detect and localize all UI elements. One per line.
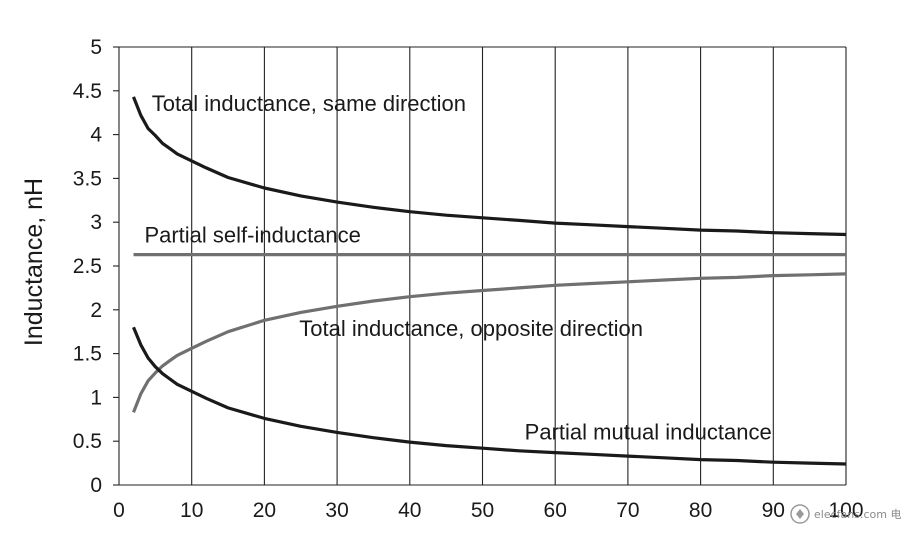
y-axis-label: Inductance, nH: [20, 178, 48, 346]
x-tick-label-100: 100: [828, 499, 863, 522]
y-tick-label-2: 2: [90, 299, 102, 322]
grid-lines: [118, 47, 847, 485]
y-tick-label-4: 4: [90, 124, 102, 147]
x-tick-label-90: 90: [762, 499, 785, 522]
x-tick-label-80: 80: [689, 499, 712, 522]
x-tick-label-60: 60: [544, 499, 567, 522]
x-tick-label-40: 40: [398, 499, 421, 522]
axes: 0 10 20 30 40 50 60 70 80 90 100 0 0.5 1 1.5 2 2.5 3 3.5 4 4…: [73, 36, 864, 522]
y-tick-label-2.5: 2.5: [73, 255, 102, 278]
x-tick-label-20: 20: [253, 499, 276, 522]
x-tick-label-50: 50: [471, 499, 494, 522]
series-line-total-inductance-same-direction: [132, 96, 847, 237]
x-tick-label-10: 10: [180, 499, 203, 522]
x-tick-label-0: 0: [113, 499, 125, 522]
annotations: Total inductance, same direction Partial …: [144, 91, 771, 445]
y-tick-label-4.5: 4.5: [73, 80, 102, 103]
x-tick-label-70: 70: [616, 499, 639, 522]
y-tick-label-0.5: 0.5: [73, 430, 102, 453]
watermark-logo: elecfans.com 电子发烧友: [790, 504, 902, 524]
annotation-opposite: Total inductance, opposite direction: [299, 316, 643, 341]
x-tick-label-30: 30: [325, 499, 348, 522]
y-tick-label-3: 3: [90, 211, 102, 234]
annotation-self: Partial self-inductance: [144, 222, 360, 247]
y-tick-label-1: 1: [90, 386, 102, 409]
y-tick-label-1.5: 1.5: [73, 343, 102, 366]
y-tick-label-3.5: 3.5: [73, 167, 102, 190]
annotation-same: Total inductance, same direction: [152, 91, 466, 116]
series-line-partial-mutual-inductance: [132, 326, 847, 466]
y-tick-label-0: 0: [90, 474, 102, 497]
watermark-text: elecfans.com 电子发烧友: [814, 507, 902, 521]
series-lines: [132, 96, 847, 466]
annotation-mutual: Partial mutual inductance: [525, 419, 772, 444]
y-tick-label-5: 5: [90, 36, 102, 59]
series-line-total-inductance-opposite-direction: [132, 272, 847, 413]
